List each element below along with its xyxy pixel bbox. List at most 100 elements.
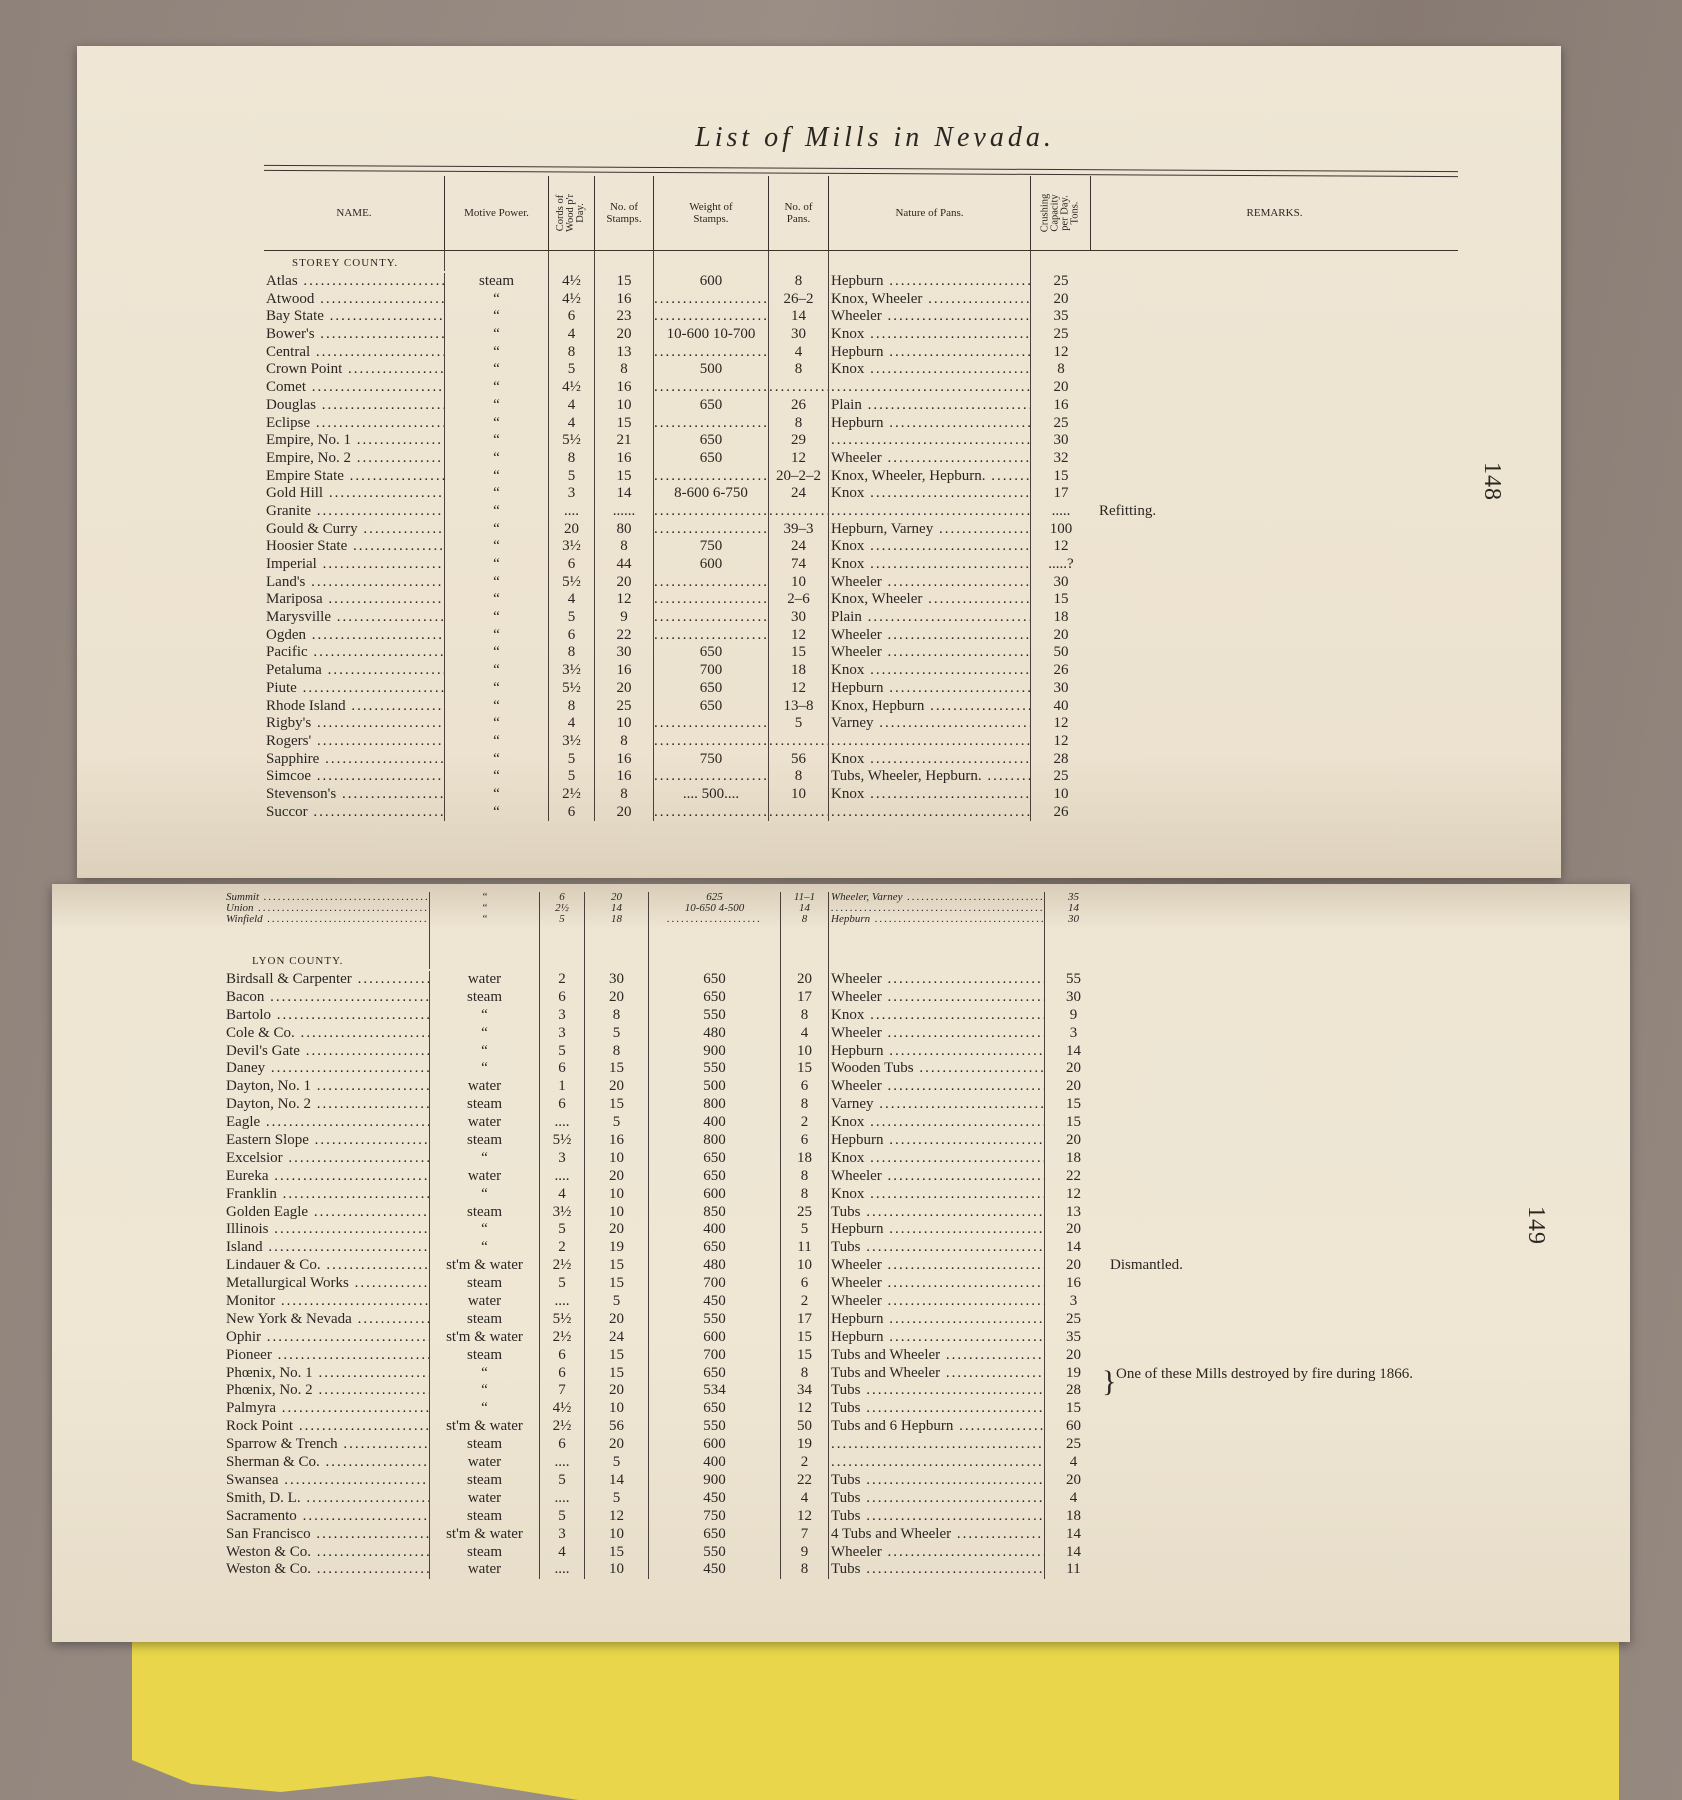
- number-of-stamps: 22: [595, 626, 654, 645]
- cords-of-wood: 3½: [549, 732, 595, 751]
- mill-name: Bay State: [264, 308, 445, 327]
- motive-power: water: [430, 1114, 540, 1133]
- cords-of-wood: 5: [549, 768, 595, 786]
- mill-name: Bower's: [264, 326, 445, 344]
- motive-power: “: [445, 644, 549, 663]
- cords-of-wood: 7: [540, 1382, 585, 1401]
- nature-of-pans: Wheeler: [829, 626, 1031, 645]
- cords-of-wood: ....: [540, 1454, 585, 1472]
- motive-power: “: [430, 1006, 540, 1025]
- mill-name: Bacon: [224, 988, 430, 1007]
- motive-power: “: [445, 662, 549, 680]
- number-of-pans: 6: [781, 1132, 829, 1150]
- crushing-capacity: 8: [1057, 361, 1065, 378]
- weight-of-stamps: 750: [649, 1507, 781, 1526]
- column-header-number-of-pans: No. of Pans.: [769, 176, 829, 251]
- number-of-pans: [769, 379, 829, 397]
- mill-name: Sherman & Co.: [224, 1454, 430, 1472]
- nature-of-pans: Knox, Wheeler: [829, 591, 1031, 610]
- nature-of-pans: Tubs: [829, 1203, 1045, 1222]
- number-of-pans: 25: [781, 1203, 829, 1222]
- cords-of-wood: 5½: [549, 573, 595, 592]
- remarks: [1102, 1418, 1492, 1436]
- mill-name: Stevenson's: [264, 785, 445, 804]
- motive-power: “: [445, 308, 549, 327]
- crushing-capacity: 28: [1053, 750, 1069, 767]
- mill-name: Rhode Island: [264, 697, 445, 716]
- remarks: [1102, 1526, 1492, 1544]
- cords-of-wood: 6: [540, 1060, 585, 1079]
- mill-name: Excelsior: [224, 1149, 430, 1168]
- remarks: [1091, 273, 1458, 291]
- remarks: [1091, 308, 1458, 326]
- weight-of-stamps: 650: [649, 1525, 781, 1544]
- number-of-pans: 4: [781, 1024, 829, 1043]
- mill-name: Pioneer: [224, 1346, 430, 1365]
- mill-name: Rigby's: [264, 715, 445, 733]
- motive-power: “: [445, 697, 549, 716]
- crushing-capacity: 14: [1066, 1543, 1081, 1560]
- motive-power: “: [430, 1400, 540, 1419]
- number-of-stamps: 14: [585, 903, 649, 914]
- nature-of-pans: Knox: [829, 326, 1031, 344]
- column-spacer: [829, 251, 1031, 273]
- number-of-stamps: 5: [585, 1114, 649, 1133]
- remarks: [1102, 1508, 1492, 1526]
- remarks: [1102, 903, 1492, 914]
- remarks: [1102, 1007, 1492, 1025]
- crushing-capacity: 35: [1068, 892, 1079, 903]
- number-of-stamps: 8: [595, 538, 654, 556]
- crushing-capacity: 32: [1053, 449, 1069, 466]
- motive-power: steam: [430, 1310, 540, 1329]
- number-of-stamps: 10: [585, 1203, 649, 1222]
- number-of-stamps: 10: [585, 1561, 649, 1580]
- number-of-stamps: 20: [585, 1167, 649, 1186]
- column-header-label: Motive Power.: [464, 207, 529, 219]
- nature-of-pans: Tubs and 6 Hepburn: [829, 1418, 1045, 1437]
- table-row: Swanseasteam51490022Tubs 20: [224, 1471, 1492, 1490]
- column-header-label: REMARKS.: [1246, 207, 1303, 219]
- motive-power: “: [445, 379, 549, 397]
- weight-of-stamps: 850: [649, 1203, 781, 1222]
- cords-of-wood: ....: [540, 1561, 585, 1580]
- column-spacer: [430, 925, 540, 949]
- number-of-pans: 12: [769, 679, 829, 698]
- table-row: Lindauer & Co.st'm & water2½1548010Wheel…: [224, 1257, 1492, 1276]
- column-spacer: [1091, 251, 1458, 273]
- table-row: Rogers'“3½8 12: [264, 732, 1458, 751]
- crushing-capacity: 60: [1066, 1418, 1081, 1435]
- table-row: Bartolo“385508Knox9: [224, 1006, 1492, 1025]
- mill-name: Rock Point: [224, 1418, 430, 1437]
- column-header-weight-of-stamps: Weight of Stamps.: [654, 176, 769, 251]
- cords-of-wood: 5: [549, 750, 595, 769]
- weight-of-stamps: 10-650 4-500: [649, 903, 781, 914]
- mill-name: Eastern Slope: [224, 1132, 430, 1150]
- nature-of-pans: Hepburn: [829, 1221, 1045, 1240]
- nature-of-pans: Wooden Tubs: [829, 1060, 1045, 1079]
- remarks: [1102, 1239, 1492, 1257]
- remarks: [1102, 1060, 1492, 1078]
- number-of-stamps: 18: [585, 914, 649, 925]
- remarks: [1091, 556, 1458, 574]
- motive-power: “: [445, 609, 549, 627]
- column-spacer: [781, 949, 829, 971]
- mill-name: Swansea: [224, 1471, 430, 1490]
- cords-of-wood: 3: [540, 1525, 585, 1544]
- mill-name: San Francisco: [224, 1525, 430, 1544]
- nature-of-pans: 4 Tubs and Wheeler: [829, 1525, 1045, 1544]
- weight-of-stamps: 550: [649, 1060, 781, 1079]
- crushing-capacity: 55: [1066, 971, 1081, 987]
- number-of-pans: 8: [781, 1561, 829, 1580]
- motive-power: “: [445, 626, 549, 645]
- cords-of-wood: 4: [540, 1543, 585, 1562]
- number-of-stamps: 19: [585, 1239, 649, 1258]
- number-of-pans: 8: [769, 273, 829, 291]
- mill-name: Marysville: [264, 609, 445, 627]
- number-of-pans: 34: [781, 1382, 829, 1401]
